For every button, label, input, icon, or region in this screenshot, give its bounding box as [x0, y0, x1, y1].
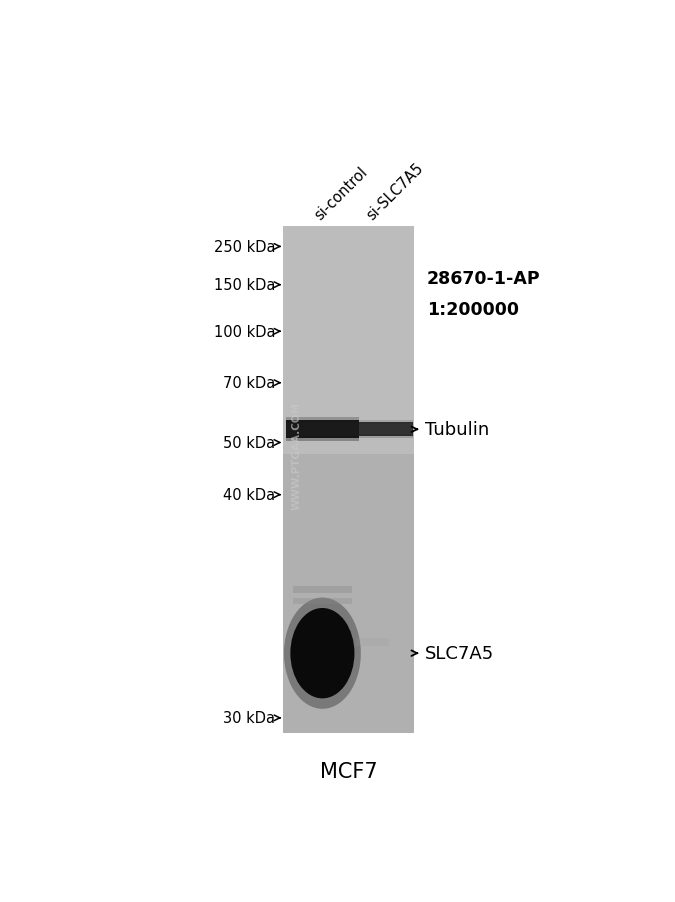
Bar [293, 599, 352, 604]
Text: 150 kDa: 150 kDa [214, 278, 275, 293]
Text: SLC7A5: SLC7A5 [425, 644, 494, 662]
Bar [284, 226, 414, 455]
Bar [293, 586, 352, 593]
Bar [286, 436, 359, 442]
Text: Tubulin: Tubulin [425, 421, 489, 438]
Text: 70 kDa: 70 kDa [223, 376, 275, 391]
Bar [353, 420, 412, 425]
Bar [353, 423, 412, 437]
Ellipse shape [284, 598, 361, 709]
Text: 50 kDa: 50 kDa [223, 436, 275, 450]
Text: si-control: si-control [312, 164, 371, 223]
Text: 250 kDa: 250 kDa [214, 240, 275, 254]
Bar [356, 639, 389, 647]
Text: si-SLC7A5: si-SLC7A5 [364, 161, 427, 223]
Text: 100 kDa: 100 kDa [214, 325, 275, 339]
Bar [286, 420, 359, 439]
Text: 40 kDa: 40 kDa [223, 488, 275, 502]
Bar [353, 435, 412, 439]
Ellipse shape [290, 608, 354, 698]
Bar [284, 226, 414, 733]
Text: 28670-1-AP: 28670-1-AP [427, 270, 541, 288]
Text: WWW.PTGAA.COM: WWW.PTGAA.COM [291, 401, 301, 510]
Text: 1:200000: 1:200000 [427, 300, 519, 318]
Text: 30 kDa: 30 kDa [223, 711, 275, 725]
Bar [286, 418, 359, 424]
Text: MCF7: MCF7 [320, 761, 377, 781]
